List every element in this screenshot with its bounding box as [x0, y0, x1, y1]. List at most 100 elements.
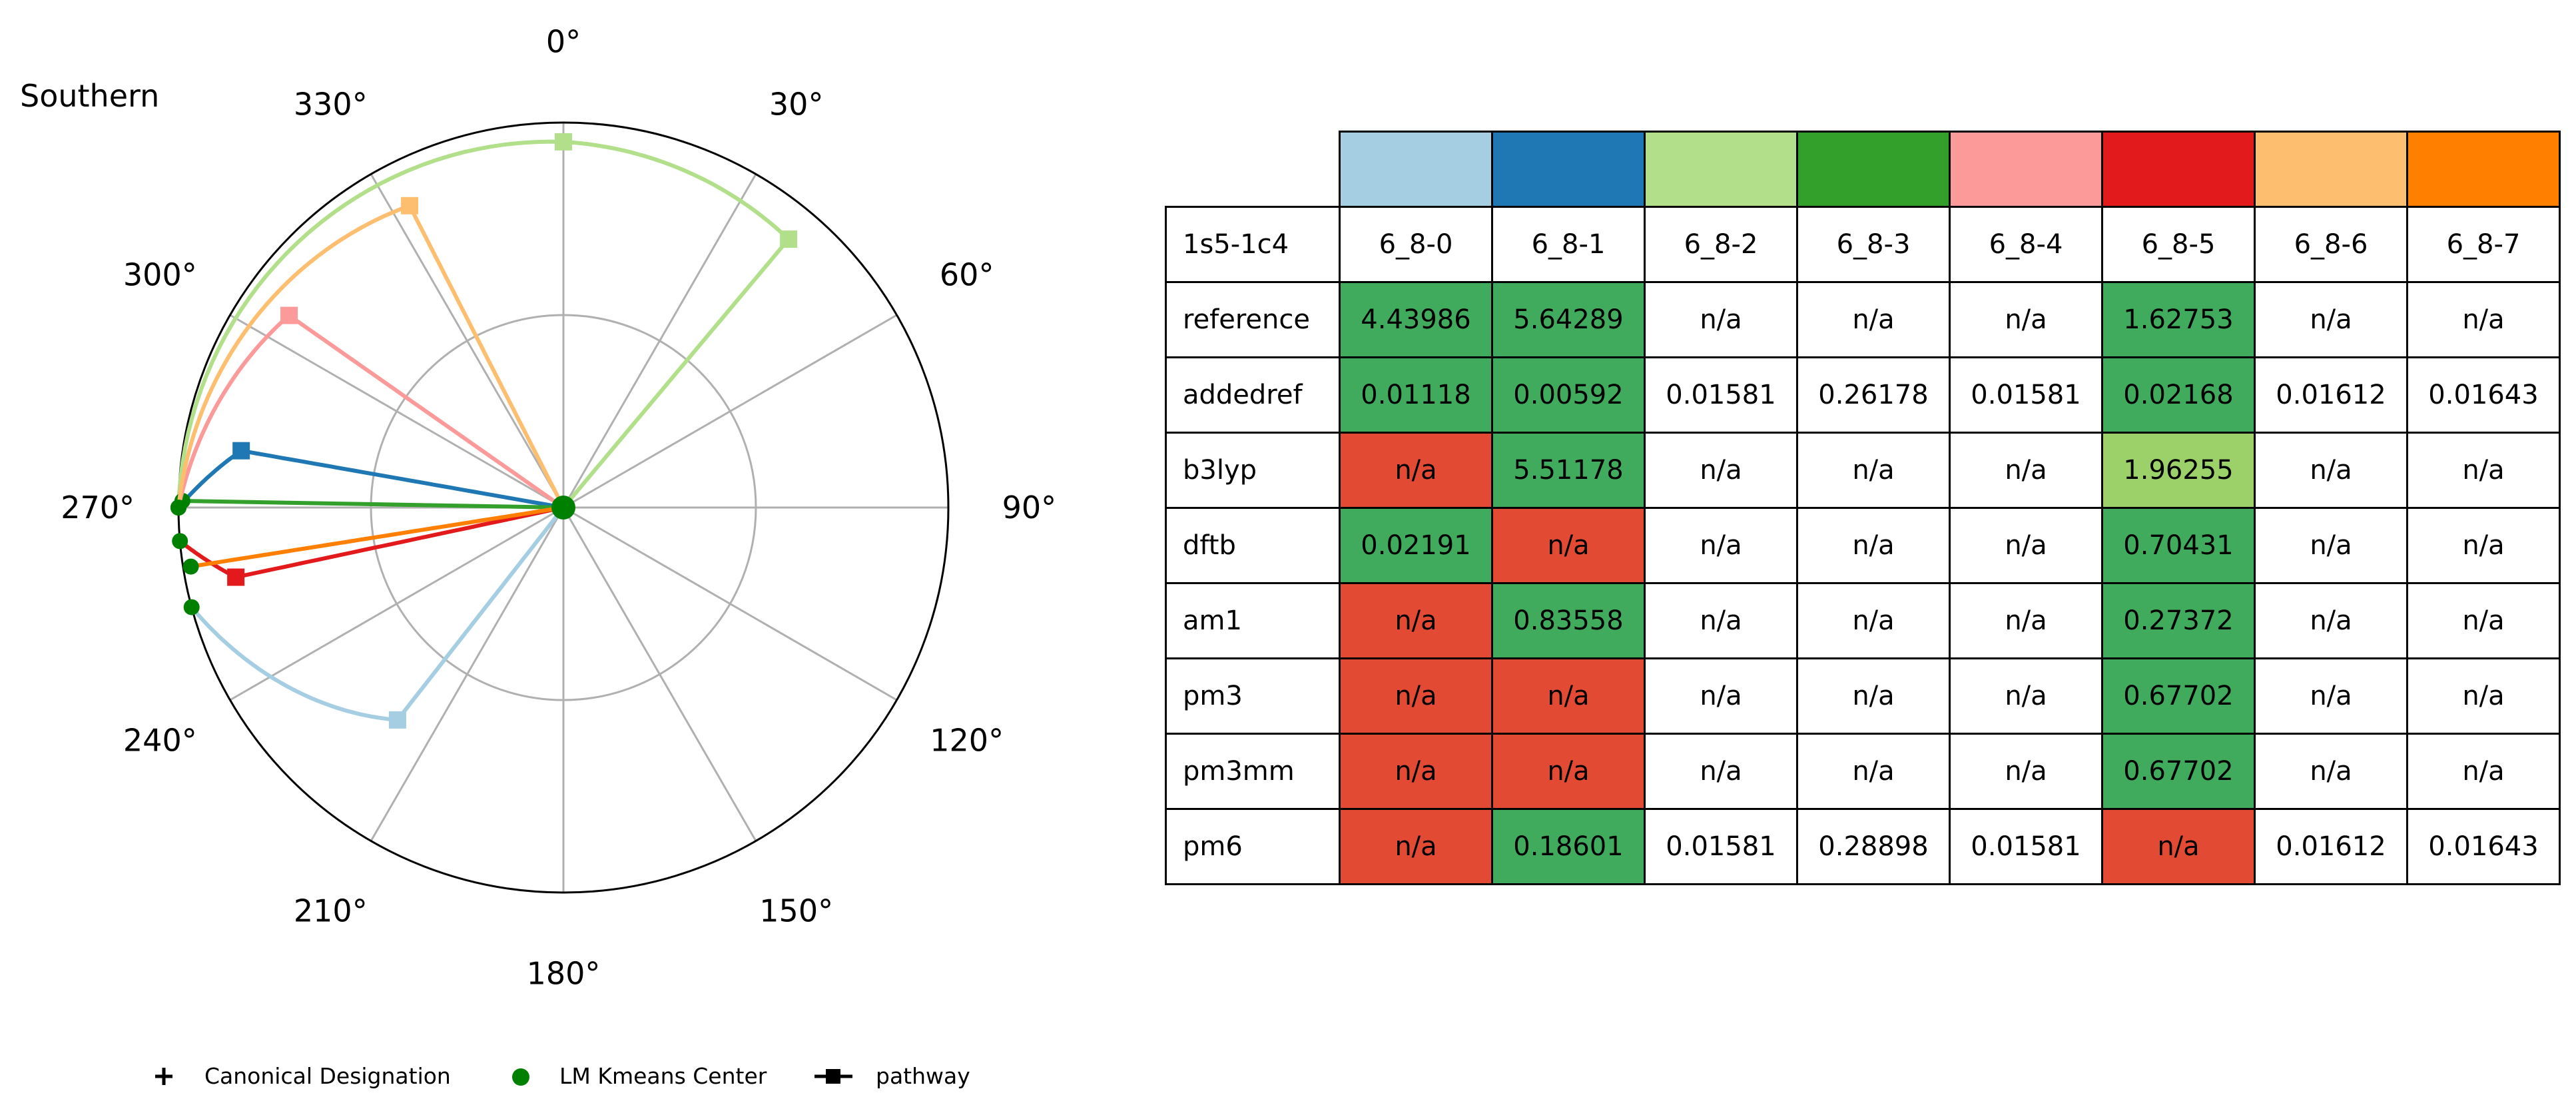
table-cell: 0.01643 — [2406, 356, 2561, 434]
table-corner-blank — [1166, 132, 1340, 207]
table-cell: 0.01581 — [1644, 808, 1798, 885]
table-cell: 0.83558 — [1491, 582, 1646, 659]
table-cell: n/a — [1644, 507, 1798, 584]
table-cell: n/a — [1339, 432, 1493, 509]
table-cell: 0.01643 — [2406, 808, 2561, 885]
table-cell: n/a — [1949, 733, 2103, 810]
endpoint-marker — [172, 533, 188, 550]
table-cell: 0.27372 — [2101, 582, 2256, 659]
column-header: 6_8-1 — [1491, 206, 1646, 283]
table-cell: n/a — [1339, 582, 1493, 659]
theta-tick-label: 60° — [940, 256, 994, 292]
table-cell: n/a — [1949, 657, 2103, 735]
table-cell: 0.01118 — [1339, 356, 1493, 434]
theta-tick-label: 330° — [294, 86, 368, 122]
table-cell: n/a — [1339, 733, 1493, 810]
row-label: pm3mm — [1165, 733, 1341, 810]
table-cell: 0.26178 — [1796, 356, 1951, 434]
table-cell: n/a — [1339, 657, 1493, 735]
pathway-marker — [388, 711, 406, 729]
grid-circle — [370, 314, 757, 701]
theta-tick-label: 30° — [769, 86, 824, 122]
row-label: reference — [1165, 281, 1341, 358]
table-cell: n/a — [1644, 432, 1798, 509]
table-cell: 0.70431 — [2101, 507, 2256, 584]
table-cell: n/a — [1796, 432, 1951, 509]
theta-tick-label: 300° — [123, 256, 197, 292]
endpoint-marker — [170, 500, 186, 516]
table-cell: 1.62753 — [2101, 281, 2256, 358]
column-header: 6_8-0 — [1339, 206, 1493, 283]
table-cell: n/a — [2254, 582, 2408, 659]
table-cell: 4.43986 — [1339, 281, 1493, 358]
column-color-swatch — [1644, 131, 1798, 208]
column-header: 6_8-6 — [2254, 206, 2408, 283]
theta-tick-label: 210° — [294, 893, 368, 929]
circle-icon — [512, 1068, 529, 1086]
table-cell: 0.01581 — [1949, 808, 2103, 885]
table-cell: 0.00592 — [1491, 356, 1646, 434]
table-row: am1 n/a 0.83558 n/a n/a n/a 0.27372 n/a n/a — [1165, 582, 2561, 659]
chart-title: Southern — [20, 78, 159, 114]
table-cell: n/a — [2406, 507, 2561, 584]
table-cell: n/a — [1796, 657, 1951, 735]
table-cell: n/a — [2254, 733, 2408, 810]
table-cell: n/a — [1644, 657, 1798, 735]
table-cell: n/a — [1491, 733, 1646, 810]
theta-tick-label: 120° — [930, 723, 1004, 759]
table-cell: 5.64289 — [1491, 281, 1646, 358]
endpoint-marker — [182, 558, 199, 575]
table-header-row: 1s5-1c4 6_8-0 6_8-1 6_8-2 6_8-3 6_8-4 6_8-5 6_8… — [1165, 206, 2561, 283]
table-cell: n/a — [1949, 432, 2103, 509]
table-cell: n/a — [2254, 507, 2408, 584]
polar-chart: 0° 30° 60° 90° 120° 150° 180° 210° 240° 270° 300° 3… — [20, 24, 1057, 1089]
table-corner-label: 1s5-1c4 — [1165, 206, 1341, 283]
theta-tick-label: 150° — [759, 893, 833, 929]
pathway-line — [182, 499, 564, 510]
column-header: 6_8-2 — [1644, 206, 1798, 283]
table-cell: 0.18601 — [1491, 808, 1646, 885]
column-color-swatch — [2254, 131, 2408, 208]
legend-item-lm-kmeans-center: LM Kmeans Center — [512, 1063, 767, 1089]
pathway-line — [176, 203, 565, 509]
plus-icon — [155, 1068, 172, 1085]
column-header: 6_8-3 — [1796, 206, 1951, 283]
table-cell: n/a — [1491, 657, 1646, 735]
table-cell: 0.02168 — [2101, 356, 2256, 434]
row-label: addedref — [1165, 356, 1341, 434]
pathway-marker — [401, 196, 419, 214]
table-cell: n/a — [1796, 582, 1951, 659]
column-header: 6_8-7 — [2406, 206, 2561, 283]
table-row: reference 4.43986 5.64289 n/a n/a n/a 1.62753 n… — [1165, 281, 2561, 358]
column-color-swatch — [2101, 131, 2256, 208]
table-cell: 0.01581 — [1949, 356, 2103, 434]
table-cell: 5.51178 — [1491, 432, 1646, 509]
table-cell: 0.01581 — [1644, 356, 1798, 434]
table-row: pm6 n/a 0.18601 0.01581 0.28898 0.01581 n/a 0.0… — [1165, 808, 2561, 885]
table-cell: 0.02191 — [1339, 507, 1493, 584]
theta-tick-label: 90° — [1002, 490, 1057, 526]
theta-tick-label: 0° — [546, 24, 581, 60]
table-cell: n/a — [1796, 733, 1951, 810]
row-label: b3lyp — [1165, 432, 1341, 509]
table-cell: n/a — [1796, 281, 1951, 358]
table-cell: n/a — [2101, 808, 2256, 885]
table-cell: n/a — [2406, 582, 2561, 659]
column-color-swatch — [1491, 131, 1646, 208]
pathway-marker — [232, 442, 250, 460]
table-row: pm3 n/a n/a n/a n/a n/a 0.67702 n/a n/a — [1165, 657, 2561, 735]
column-color-swatch — [2406, 131, 2561, 208]
table-cell: n/a — [1796, 507, 1951, 584]
pathway-marker — [555, 133, 572, 151]
row-label: pm3 — [1165, 657, 1341, 735]
column-color-swatch — [1796, 131, 1951, 208]
column-color-swatch — [1949, 131, 2103, 208]
table-cell: n/a — [2254, 281, 2408, 358]
table-row: b3lyp n/a 5.51178 n/a n/a n/a 1.96255 n/a n/a — [1165, 432, 2561, 509]
column-color-swatch — [1339, 131, 1493, 208]
table-cell: n/a — [1949, 507, 2103, 584]
legend-item-canonical-designation: Canonical Designation — [155, 1063, 451, 1089]
legend-label-pathway: pathway — [876, 1063, 970, 1089]
table-cell: n/a — [1339, 808, 1493, 885]
column-header: 6_8-5 — [2101, 206, 2256, 283]
